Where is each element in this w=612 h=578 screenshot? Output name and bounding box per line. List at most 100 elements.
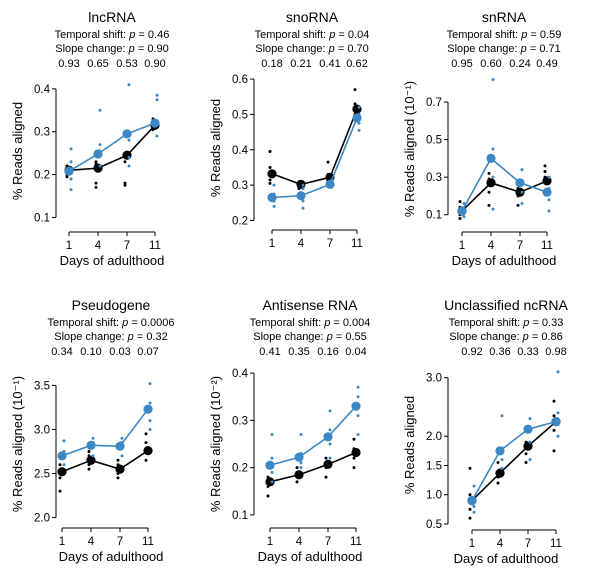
y-tick-label: 0.4	[232, 145, 249, 157]
replicate-point	[116, 458, 120, 462]
pvalue-label: 0.21	[290, 58, 311, 70]
x-tick-label: 11	[541, 240, 553, 252]
replicate-point	[272, 183, 276, 187]
replicate-point	[120, 436, 124, 440]
series-black	[467, 399, 561, 520]
replicate-point	[91, 436, 95, 440]
replicate-point	[556, 370, 560, 374]
series-line	[68, 122, 156, 172]
replicate-point	[94, 181, 98, 185]
temporal-shift-label: Temporal shift: p = 0.0006	[48, 317, 175, 329]
pvalue-label: 0.65	[87, 58, 108, 70]
y-axis: 0.2 0.3 0.4 0.5 0.6 % Reads aligned	[208, 74, 255, 227]
series-line	[271, 117, 358, 199]
pvalue-label: 0.07	[137, 346, 158, 358]
y-axis: 0.1 0.3 0.5 0.7 % Reads aligned (10⁻¹)	[402, 81, 449, 222]
mean-point	[296, 179, 306, 190]
mean-point	[122, 150, 132, 160]
mean-point	[351, 447, 361, 458]
x-tick-label: 1	[469, 538, 475, 550]
mean-point	[323, 432, 333, 442]
replicate-point	[87, 449, 91, 453]
y-axis: 0.5 1.0 1.5 2.0 3.0 % Reads aligned	[402, 373, 449, 531]
temporal-shift-label: Temporal shift: p = 0.59	[447, 29, 562, 41]
panel-title: snoRNA	[286, 9, 339, 25]
y-tick-label: 0.1	[34, 212, 50, 224]
replicate-point	[123, 183, 127, 187]
series-line	[461, 157, 548, 212]
replicate-point	[500, 466, 504, 470]
y-tick-label: 0.2	[232, 215, 248, 227]
pvalue-label: 0.36	[489, 346, 510, 358]
temporal-shift-label: Temporal shift: p = 0.004	[250, 317, 371, 329]
series-line	[61, 408, 149, 457]
x-tick-label: 4	[497, 538, 504, 550]
mean-point	[294, 452, 304, 462]
y-tick-label: 0.1	[426, 210, 442, 222]
x-tick-label: 11	[550, 538, 562, 550]
replicate-point	[496, 481, 500, 485]
replicate-point	[516, 203, 520, 207]
series-blue	[64, 83, 160, 192]
replicate-point	[123, 160, 127, 164]
y-tick-label: 0.5	[426, 135, 442, 147]
replicate-point	[547, 175, 551, 179]
mean-point	[57, 467, 67, 477]
y-tick-label: 3.0	[34, 424, 50, 436]
mean-point	[495, 468, 505, 478]
replicate-point	[295, 480, 299, 484]
replicate-point	[552, 414, 556, 418]
replicate-point	[353, 102, 357, 106]
mean-point	[93, 163, 103, 173]
replicate-point	[301, 187, 305, 191]
replicate-point	[58, 489, 62, 493]
replicate-point	[462, 215, 466, 219]
panel-title: lncRNA	[88, 9, 136, 25]
pvalue-label: 0.16	[317, 346, 338, 358]
replicate-point	[356, 395, 360, 399]
x-axis-label: Days of adulthood	[60, 253, 165, 268]
y-tick-label: 0.5	[232, 109, 248, 121]
y-tick-label: 0.3	[426, 172, 442, 184]
replicate-point	[324, 475, 328, 479]
series-line	[471, 420, 557, 501]
replicate-point	[301, 199, 305, 203]
x-tick-label: 1	[59, 536, 65, 548]
y-tick-label: 0.2	[232, 463, 248, 475]
x-tick-label: 7	[117, 536, 123, 548]
slope-change-label: Slope change: p = 0.71	[447, 43, 560, 55]
x-tick-label: 11	[351, 238, 363, 250]
x-axis-label: Days of adulthood	[454, 551, 559, 566]
pvalue-label: 0.98	[545, 346, 566, 358]
replicate-point	[556, 434, 560, 438]
panel-lncrna: lncRNA Temporal shift: p = 0.46 Slope chan…	[10, 9, 169, 268]
y-axis-label: % Reads aligned	[402, 396, 417, 494]
mean-point	[551, 416, 561, 427]
y-tick-label: 0.4	[34, 84, 51, 96]
replicate-point	[357, 105, 361, 109]
replicate-point	[65, 175, 69, 179]
replicate-point	[98, 108, 102, 112]
replicate-point	[468, 516, 472, 520]
replicate-point	[543, 170, 547, 174]
replicate-point	[328, 409, 332, 413]
y-tick-label: 2.5	[34, 469, 50, 481]
mean-point	[143, 446, 153, 456]
x-tick-label: 4	[95, 240, 102, 252]
y-tick-label: 3.5	[34, 380, 50, 392]
replicate-point	[487, 203, 491, 207]
panel-pseudogene: Pseudogene Temporal shift: p = 0.0006 Slop…	[10, 297, 174, 564]
slope-change-label: Slope change: p = 0.70	[255, 43, 368, 55]
y-tick-label: 2.0	[34, 513, 50, 525]
replicate-point	[543, 164, 547, 168]
replicate-point	[301, 206, 305, 210]
replicate-point	[266, 494, 270, 498]
replicate-point	[148, 382, 152, 386]
series-line	[269, 405, 357, 467]
pvalue-label: 0.41	[259, 346, 280, 358]
replicate-point	[295, 466, 299, 470]
slope-change-label: Slope change: p = 0.55	[253, 331, 366, 343]
mean-point	[265, 477, 275, 487]
pvalue-label: 0.35	[288, 346, 309, 358]
replicate-point	[58, 476, 62, 480]
